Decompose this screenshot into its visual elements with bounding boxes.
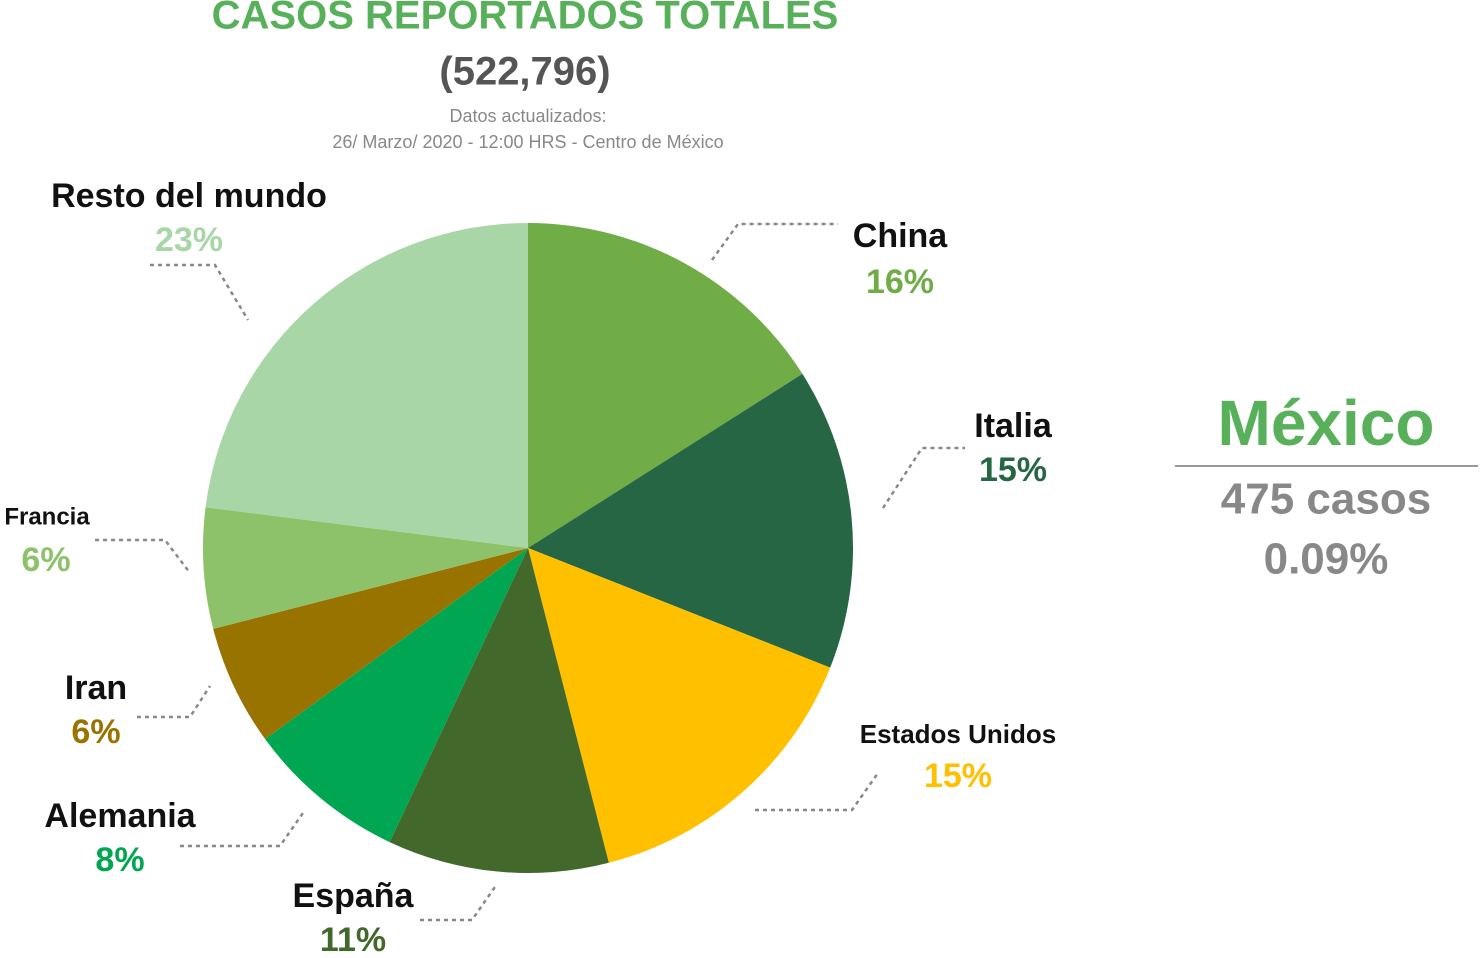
note: Datos actualizados:	[449, 106, 606, 126]
value-label: 15%	[924, 757, 992, 795]
slice-label: Estados Unidos	[860, 719, 1056, 749]
leader-line	[881, 446, 965, 509]
chart-title: CASOS REPORTADOS TOTALES	[212, 0, 839, 38]
slice-label: Italia	[974, 407, 1053, 445]
pie-slice	[203, 507, 529, 629]
leader-line	[137, 685, 212, 719]
pie-slice	[265, 548, 528, 843]
chart-subtitle: (522,796)	[439, 50, 610, 94]
value-label: 23%	[155, 221, 223, 259]
slice-label: Iran	[65, 669, 127, 707]
pie-slice	[528, 373, 854, 668]
pie-slice	[213, 548, 528, 740]
slice-label: China	[853, 217, 949, 255]
pie-slice	[389, 548, 609, 873]
pie-slice	[528, 223, 803, 548]
value-label: 6%	[71, 713, 120, 751]
pie-slice	[205, 223, 528, 548]
country-share: 0.09%	[1264, 535, 1389, 584]
slice-label: Alemania	[44, 797, 196, 835]
value-label: 15%	[979, 451, 1047, 489]
leader-line	[95, 538, 191, 574]
value-label: 6%	[21, 541, 70, 579]
country-name: México	[1218, 387, 1435, 459]
slice-label: Francia	[4, 503, 90, 530]
value-label: 8%	[95, 841, 144, 879]
leader-line	[420, 883, 499, 922]
slice-label: España	[293, 877, 415, 915]
country-cases: 475 casos	[1221, 475, 1431, 524]
slice-label: Resto del mundo	[51, 177, 327, 215]
pie-slice	[528, 548, 831, 863]
note: 26/ Marzo/ 2020 - 12:00 HRS - Centro de …	[332, 132, 723, 152]
value-label: 11%	[320, 921, 386, 958]
leader-line	[710, 222, 838, 261]
leader-line	[755, 772, 880, 812]
leader-line	[150, 263, 250, 321]
value-label: 16%	[866, 263, 934, 301]
leader-line	[180, 809, 307, 848]
